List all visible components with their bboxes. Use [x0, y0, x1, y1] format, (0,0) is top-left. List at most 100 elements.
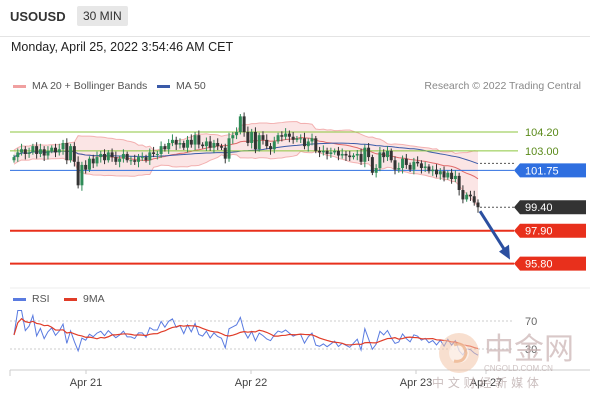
candle-body [99, 153, 103, 158]
candle-body [35, 146, 39, 154]
candle-body [212, 143, 216, 148]
candle-body [457, 175, 461, 190]
candle-body [412, 161, 416, 170]
candle-body [378, 152, 382, 169]
candle-body [16, 152, 20, 158]
rsi-swatch [13, 297, 26, 301]
candle-body [446, 172, 450, 178]
candle-body [401, 158, 405, 169]
candle-body [352, 155, 356, 158]
candle-body [155, 153, 159, 155]
ma50-swatch [157, 84, 170, 88]
candle-body [84, 164, 88, 170]
candle-body [438, 171, 442, 175]
level-tag-101.75 [514, 163, 586, 178]
rsi-label-70: 70 [525, 316, 537, 328]
candle-body [408, 164, 412, 170]
candle-body [238, 116, 242, 133]
candle-body [227, 138, 231, 159]
candle-body [216, 143, 220, 147]
candle-body [287, 133, 291, 137]
ma50-legend-label: MA 50 [176, 80, 206, 92]
candle-body [170, 139, 174, 143]
candle-body [336, 150, 340, 156]
candle-body [12, 157, 16, 161]
candle-body [178, 143, 182, 145]
candle-body [121, 153, 125, 159]
candle-body [318, 150, 322, 153]
candle-body [242, 116, 246, 133]
candle-body [476, 202, 480, 208]
candle-body [453, 175, 457, 180]
candle-body [163, 146, 167, 150]
legend-bollinger: MA 20 + Bollinger Bands [13, 80, 147, 92]
candle-body [144, 157, 148, 161]
candle-body [393, 160, 397, 170]
candle-body [427, 166, 431, 172]
timeframe-button[interactable]: 30 MIN [77, 6, 128, 26]
candle-body [204, 141, 208, 147]
candle-body [159, 146, 163, 154]
level-label-95.80: 95.80 [525, 259, 553, 271]
candle-body [310, 138, 314, 142]
rsi-ma-legend-label: 9MA [83, 293, 105, 305]
legend-rsi: RSI [13, 293, 50, 305]
candle-body [472, 196, 476, 203]
candle-body [125, 153, 129, 161]
candle-body [61, 143, 65, 150]
chart-header: USOUSD 30 MIN [0, 0, 590, 37]
candle-body [223, 147, 227, 159]
candle-body [253, 132, 257, 150]
candle-body [450, 172, 454, 180]
candle-body [340, 153, 344, 156]
candle-body [431, 169, 435, 172]
candle-body [197, 135, 201, 145]
candle-body [465, 194, 469, 200]
x-tick-label: Apr 21 [70, 377, 102, 389]
bollinger-legend-label: MA 20 + Bollinger Bands [32, 80, 148, 92]
level-label-99.40: 99.40 [525, 202, 553, 214]
candle-body [118, 158, 122, 162]
candle-body [269, 146, 273, 150]
cngold-watermark: 中金网 CNGOLD.COM.CN 中 文 财 经 新 媒 体 [432, 332, 574, 390]
candle-body [272, 141, 276, 150]
candle-body [265, 139, 269, 147]
forecast-arrow-line [478, 210, 509, 255]
candle-body [193, 135, 197, 145]
candle-body [397, 168, 401, 170]
candle-body [382, 152, 386, 158]
x-tick-label: Apr 27 [470, 377, 502, 389]
candle-body [103, 153, 107, 161]
candle-body [280, 135, 284, 137]
watermark-domain: CNGOLD.COM.CN [484, 364, 553, 373]
candle-body [27, 152, 31, 154]
candle-body [291, 136, 295, 140]
candle-body [46, 150, 50, 156]
x-tick-label: Apr 22 [235, 377, 267, 389]
level-label-104.20: 104.20 [525, 127, 559, 139]
candle-body [140, 157, 144, 159]
candle-body [42, 149, 46, 156]
candle-body [189, 139, 193, 145]
rsi-ma-line [13, 317, 479, 350]
level-label-101.75: 101.75 [525, 165, 559, 177]
candle-body [314, 138, 318, 151]
candle-body [329, 152, 333, 154]
candle-body [359, 153, 363, 162]
candle-body [20, 149, 24, 153]
rsi-line [13, 310, 479, 356]
candle-body [468, 194, 472, 197]
candle-body [374, 168, 378, 173]
candle-body [325, 150, 329, 154]
candle-body [295, 138, 299, 140]
candle-body [299, 138, 303, 140]
bollinger-upper-line [13, 121, 479, 154]
candle-body [80, 164, 84, 186]
candle-body [186, 139, 190, 148]
candle-body [367, 147, 371, 158]
level-tag-99.40 [514, 200, 586, 215]
level-label-103.00: 103.00 [525, 146, 559, 158]
candle-body [246, 132, 250, 143]
candle-body [167, 143, 171, 150]
candle-body [302, 138, 306, 147]
